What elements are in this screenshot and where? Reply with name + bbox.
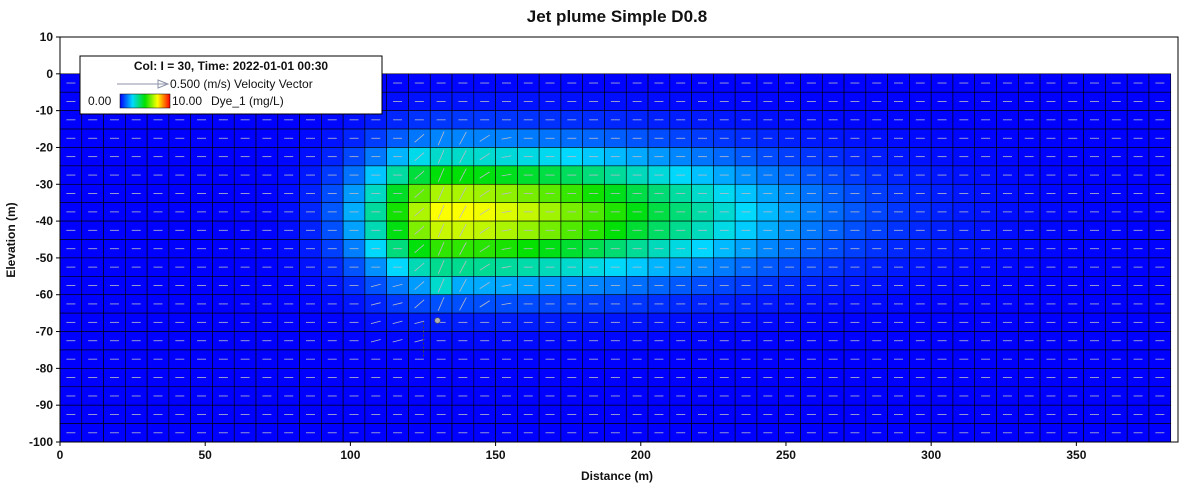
velocity-vector	[501, 247, 512, 250]
velocity-vector	[437, 186, 445, 201]
x-axis: 0 50 100 150 200 250 300 350	[57, 442, 1087, 462]
velocity-vector	[370, 302, 381, 306]
velocity-vector	[479, 281, 490, 290]
velocity-vector	[437, 260, 445, 275]
velocity-vector	[414, 281, 425, 290]
legend-colorbar	[119, 93, 171, 109]
velocity-vector	[479, 245, 490, 253]
velocity-vector	[501, 210, 512, 214]
velocity-vector	[414, 225, 425, 235]
velocity-vector	[437, 241, 445, 256]
velocity-vector	[437, 168, 445, 183]
velocity-vector	[414, 320, 425, 324]
velocity-vector	[479, 171, 490, 179]
velocity-vector	[437, 223, 445, 238]
heatmap-cells	[59, 73, 1172, 443]
velocity-vector	[414, 170, 425, 180]
velocity-vector	[437, 204, 445, 219]
velocity-vector	[501, 192, 512, 195]
velocity-vector	[414, 133, 425, 143]
velocity-vector	[414, 189, 425, 198]
chart-title: Jet plume Simple D0.8	[527, 7, 707, 26]
velocity-vector	[437, 131, 445, 146]
legend-vector-label: 0.500 (m/s) Velocity Vector	[170, 77, 313, 91]
velocity-vector	[414, 244, 425, 254]
velocity-vector	[392, 283, 403, 288]
y-tick-label: -90	[36, 398, 54, 412]
velocity-vector	[459, 223, 467, 237]
x-tick-label: 150	[486, 448, 506, 462]
x-tick-label: 100	[340, 448, 360, 462]
x-tick-label: 300	[921, 448, 941, 462]
y-tick-label: -20	[36, 140, 54, 154]
velocity-vector	[479, 153, 490, 161]
legend-scale-min: 0.00	[88, 94, 112, 108]
velocity-vector	[479, 263, 490, 271]
velocity-vector	[501, 265, 512, 269]
velocity-vector	[370, 320, 381, 324]
y-tick-label: -80	[36, 361, 54, 375]
velocity-vector	[437, 296, 445, 311]
y-tick-label: 10	[40, 30, 54, 44]
velocity-vector	[414, 152, 425, 162]
velocity-vector	[392, 339, 403, 343]
y-tick-label: -40	[36, 214, 54, 228]
plot-frame	[59, 36, 1179, 443]
velocity-vector	[414, 299, 425, 309]
velocity-vector	[459, 131, 467, 145]
velocity-vector	[370, 283, 381, 288]
legend-vector-arrowhead	[157, 79, 170, 89]
velocity-vector	[459, 242, 467, 256]
velocity-vector	[392, 320, 403, 324]
jet-source-point	[434, 317, 441, 324]
x-tick-label: 0	[57, 448, 64, 462]
velocity-vector	[479, 300, 490, 308]
velocity-vector	[437, 149, 445, 164]
velocity-vector	[370, 339, 381, 343]
velocity-vector	[414, 339, 425, 343]
velocity-vector	[392, 302, 403, 306]
x-tick-label: 50	[199, 448, 213, 462]
velocity-vector	[459, 297, 467, 311]
legend-header: Col: I = 30, Time: 2022-01-01 00:30	[134, 59, 329, 73]
y-tick-label: -50	[36, 251, 54, 265]
x-tick-label: 200	[631, 448, 651, 462]
velocity-vector	[479, 226, 490, 234]
velocity-vector	[459, 279, 467, 293]
y-tick-label: -60	[36, 288, 54, 302]
y-axis-title: Elevation (m)	[4, 202, 18, 277]
velocity-vector	[459, 260, 467, 274]
velocity-vector	[459, 205, 467, 219]
velocity-vector	[414, 262, 425, 272]
velocity-vector	[459, 186, 467, 200]
velocity-vector	[479, 134, 490, 142]
y-axis: 10 0 -10 -20 -30 -40 -50 -60 -70 -80 -90 -100	[29, 30, 60, 449]
velocity-vector	[437, 278, 445, 293]
y-tick-label: -30	[36, 177, 54, 191]
velocity-vector	[501, 302, 512, 306]
velocity-vector	[501, 155, 512, 158]
velocity-vector	[479, 189, 490, 198]
x-tick-label: 250	[776, 448, 796, 462]
legend: Col: I = 30, Time: 2022-01-01 00:30 0.50…	[79, 55, 383, 115]
y-tick-label: -10	[36, 104, 54, 118]
velocity-vector	[479, 208, 490, 216]
velocity-vector	[414, 207, 425, 217]
legend-variable-label: Dye_1 (mg/L)	[211, 94, 284, 108]
velocity-vector	[501, 173, 512, 177]
y-tick-label: -100	[29, 435, 53, 449]
y-tick-label: -70	[36, 325, 54, 339]
velocity-vector	[501, 137, 512, 140]
y-tick-label: 0	[46, 67, 53, 81]
velocity-vector	[459, 150, 467, 164]
legend-scale-max: 10.00	[172, 94, 202, 108]
velocity-vector	[501, 284, 512, 287]
x-axis-title: Distance (m)	[581, 469, 653, 483]
jet-source-marker	[423, 317, 441, 359]
velocity-vector	[459, 168, 467, 182]
velocity-vector	[501, 229, 512, 232]
x-tick-label: 350	[1066, 448, 1086, 462]
